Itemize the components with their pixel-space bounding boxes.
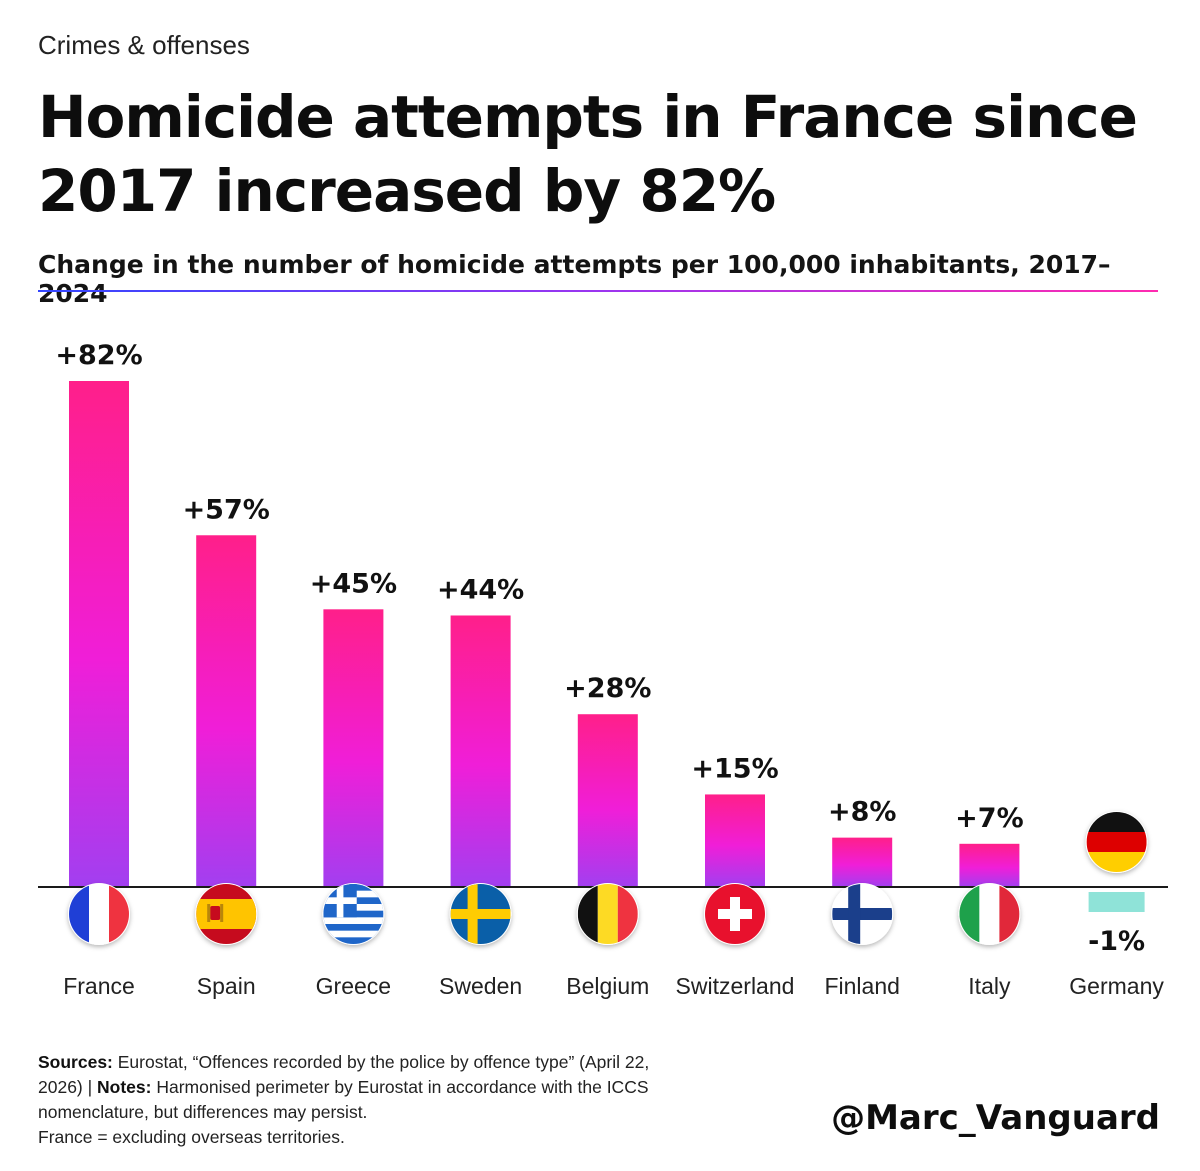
germany-flag-icon: [1085, 811, 1148, 873]
bar-france: [69, 381, 129, 887]
chart-title: Homicide attempts in France since 2017 i…: [38, 83, 1138, 225]
kicker-text: Crimes & offenses: [38, 30, 250, 60]
value-label-sweden: +44%: [437, 574, 524, 605]
notes-label: Notes:: [97, 1077, 152, 1097]
category-label-finland: Finland: [824, 973, 899, 999]
category-label-italy: Italy: [968, 973, 1011, 999]
overseas-note: France = excluding overseas territories.: [38, 1127, 345, 1147]
chart-subtitle: Change in the number of homicide attempt…: [38, 250, 1111, 308]
bar-spain: [196, 535, 257, 887]
greece-flag-icon: [322, 883, 385, 945]
bar-germany: [1088, 892, 1145, 912]
title-divider: [38, 290, 1158, 292]
category-label-switzerland: Switzerland: [676, 973, 795, 999]
category-label-germany: Germany: [1069, 973, 1164, 999]
author-handle: @Marc_Vanguard: [831, 1098, 1160, 1138]
value-label-spain: +57%: [183, 494, 270, 525]
bar-chart: +82% France +57% Spain +45% Greece +44% Sweden +…: [38, 340, 1168, 999]
value-label-switzerland: +15%: [691, 753, 778, 784]
category-label-belgium: Belgium: [566, 973, 649, 999]
value-label-finland: +8%: [828, 797, 896, 828]
switzerland-flag-icon: [704, 883, 766, 945]
bar-finland: [832, 837, 893, 887]
value-label-belgium: +28%: [564, 673, 651, 704]
category-label-greece: Greece: [316, 973, 391, 999]
sweden-flag-icon: [449, 883, 512, 945]
value-label-germany: -1%: [1088, 926, 1145, 957]
sources-text: Eurostat, “Offences recorded by the poli…: [38, 1052, 650, 1097]
bar-italy: [959, 843, 1020, 887]
bar-switzerland: [705, 794, 765, 887]
italy-flag-icon: [958, 883, 1021, 945]
spain-flag-icon: [195, 883, 258, 945]
value-label-france: +82%: [55, 340, 142, 371]
category-label-sweden: Sweden: [439, 973, 522, 999]
notes-text: Harmonised perimeter by Eurostat in acco…: [38, 1077, 649, 1122]
bar-sweden: [450, 615, 511, 887]
belgium-flag-icon: [576, 883, 639, 945]
finland-flag-icon: [831, 883, 894, 945]
sources-note: Sources: Eurostat, “Offences recorded by…: [38, 1050, 698, 1150]
bar-greece: [323, 609, 384, 887]
sources-label: Sources:: [38, 1052, 113, 1072]
france-flag-icon: [68, 883, 130, 945]
category-label-france: France: [63, 973, 135, 999]
category-label-spain: Spain: [197, 973, 256, 999]
bar-belgium: [577, 714, 638, 887]
value-label-italy: +7%: [955, 803, 1023, 834]
value-label-greece: +45%: [310, 568, 397, 599]
